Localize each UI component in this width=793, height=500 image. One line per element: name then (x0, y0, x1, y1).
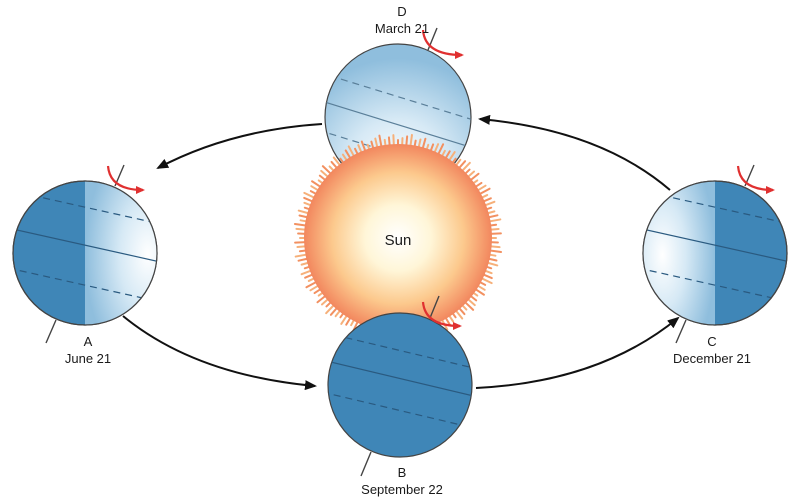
rotation-arrow-b-icon (421, 301, 462, 330)
position-date-a: June 21 (65, 351, 111, 366)
sun-label: Sun (385, 232, 412, 249)
sun-ray (460, 161, 471, 173)
rotation-arrow-c-icon (736, 165, 775, 194)
position-date-d: March 21 (375, 21, 429, 36)
position-date-c: December 21 (673, 351, 751, 366)
label-a: A June 21 (65, 334, 111, 366)
sun-ray (293, 223, 308, 227)
orbit-arrow-b-to-c (475, 316, 680, 389)
orbit-arrow-c-to-d (478, 114, 671, 191)
position-date-b: September 22 (361, 482, 443, 497)
position-letter-b: B (398, 465, 407, 480)
sun: Sun (293, 133, 503, 343)
sun-ray (478, 187, 491, 196)
sun-ray (488, 249, 503, 253)
sun-ray (463, 300, 475, 311)
earth-b-september (327, 312, 473, 458)
rotation-arrows (106, 29, 775, 330)
earth-a-june (12, 180, 158, 326)
label-d: D March 21 (375, 4, 429, 36)
orbit-arrow-d-to-a (156, 123, 323, 169)
rotation-arrow-a-icon (106, 165, 145, 194)
position-letter-a: A (84, 334, 93, 349)
sun-ray (305, 280, 318, 289)
sun-ray (325, 303, 336, 315)
orbit-arrow-a-to-b (122, 315, 317, 391)
earth-c-december (642, 180, 788, 326)
label-c: C December 21 (673, 334, 751, 366)
position-letter-d: D (397, 4, 406, 19)
label-b: B September 22 (361, 465, 443, 497)
rotation-arrow-d-icon (421, 29, 464, 59)
position-letter-c: C (707, 334, 716, 349)
